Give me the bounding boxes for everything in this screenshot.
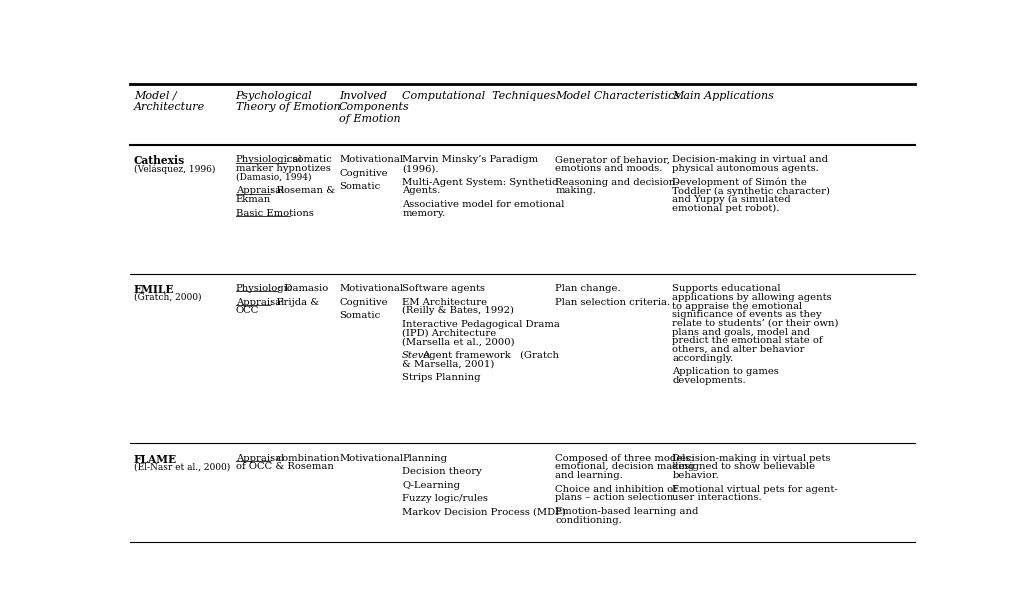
Text: Markov Decision Process (MDP): Markov Decision Process (MDP) xyxy=(403,508,567,517)
Text: Physiologic: Physiologic xyxy=(235,284,293,293)
Text: Toddler (a synthetic character): Toddler (a synthetic character) xyxy=(673,187,830,195)
Text: Composed of three models:: Composed of three models: xyxy=(555,453,694,463)
Text: Cathexis: Cathexis xyxy=(133,155,184,166)
Text: of OCC & Roseman: of OCC & Roseman xyxy=(235,463,333,471)
Text: (IPD) Architecture: (IPD) Architecture xyxy=(403,329,496,338)
Text: marker hypnotizes: marker hypnotizes xyxy=(235,164,330,173)
Text: Involved
Components
of Emotion: Involved Components of Emotion xyxy=(339,91,410,124)
Text: and Yuppy (a simulated: and Yuppy (a simulated xyxy=(673,195,791,204)
Text: plans – action selection.: plans – action selection. xyxy=(555,493,677,502)
Text: accordingly.: accordingly. xyxy=(673,354,734,363)
Text: Cognitive: Cognitive xyxy=(339,169,387,178)
Text: Model Characteristics: Model Characteristics xyxy=(555,91,681,101)
Text: physical autonomous agents.: physical autonomous agents. xyxy=(673,164,819,173)
Text: OCC: OCC xyxy=(235,307,259,315)
Text: Plan selection criteria.: Plan selection criteria. xyxy=(555,297,671,307)
Text: Basic Emotions: Basic Emotions xyxy=(235,209,314,218)
Text: and learning.: and learning. xyxy=(555,471,624,480)
Text: Application to games: Application to games xyxy=(673,367,780,376)
Text: Decision-making in virtual and: Decision-making in virtual and xyxy=(673,155,828,165)
Text: predict the emotional state of: predict the emotional state of xyxy=(673,337,823,345)
Text: plans and goals, model and: plans and goals, model and xyxy=(673,327,810,337)
Text: Motivational: Motivational xyxy=(339,453,404,463)
Text: EM Architecture: EM Architecture xyxy=(403,297,487,307)
Text: Fuzzy logic/rules: Fuzzy logic/rules xyxy=(403,494,488,503)
Text: Cognitive: Cognitive xyxy=(339,297,387,307)
Text: Ekman: Ekman xyxy=(235,195,271,204)
Text: : Roseman &: : Roseman & xyxy=(270,187,335,195)
Text: (Velásquez, 1996): (Velásquez, 1996) xyxy=(133,164,215,174)
Text: Interactive Pedagogical Drama: Interactive Pedagogical Drama xyxy=(403,320,560,329)
Text: Planning: Planning xyxy=(403,453,447,463)
Text: Motivational: Motivational xyxy=(339,284,404,293)
Text: memory.: memory. xyxy=(403,209,445,218)
Text: Agents.: Agents. xyxy=(403,187,440,195)
Text: Computational  Techniques: Computational Techniques xyxy=(403,91,556,101)
Text: Model /
Architecture: Model / Architecture xyxy=(133,91,205,113)
Text: Plan change.: Plan change. xyxy=(555,284,621,293)
Text: Associative model for emotional: Associative model for emotional xyxy=(403,200,565,209)
Text: conditioning.: conditioning. xyxy=(555,516,623,524)
Text: relate to students’ (or their own): relate to students’ (or their own) xyxy=(673,319,839,328)
Text: Multi-Agent System: Synthetic: Multi-Agent System: Synthetic xyxy=(403,177,557,187)
Text: (Damasio, 1994): (Damasio, 1994) xyxy=(235,173,311,182)
Text: others, and alter behavior: others, and alter behavior xyxy=(673,345,805,354)
Text: : Damasio: : Damasio xyxy=(278,284,328,293)
Text: Marvin Minsky’s Paradigm: Marvin Minsky’s Paradigm xyxy=(403,155,538,165)
Text: FLAME: FLAME xyxy=(133,453,177,465)
Text: Supports educational: Supports educational xyxy=(673,284,781,293)
Text: developments.: developments. xyxy=(673,376,746,385)
Text: Appraisal: Appraisal xyxy=(235,453,284,463)
Text: Emotional virtual pets for agent-: Emotional virtual pets for agent- xyxy=(673,485,838,494)
Text: Q-Learning: Q-Learning xyxy=(403,481,461,490)
Text: Development of Simón the: Development of Simón the xyxy=(673,177,807,187)
Text: making.: making. xyxy=(555,187,596,195)
Text: Somatic: Somatic xyxy=(339,311,380,320)
Text: Reasoning and decision-: Reasoning and decision- xyxy=(555,177,679,187)
Text: Decision theory: Decision theory xyxy=(403,467,482,476)
Text: applications by allowing agents: applications by allowing agents xyxy=(673,293,832,302)
Text: emotional pet robot).: emotional pet robot). xyxy=(673,204,780,213)
Text: significance of events as they: significance of events as they xyxy=(673,310,822,319)
Text: user interactions.: user interactions. xyxy=(673,493,762,502)
Text: (Reilly & Bates, 1992): (Reilly & Bates, 1992) xyxy=(403,307,515,315)
Text: to appraise the emotional: to appraise the emotional xyxy=(673,302,802,310)
Text: Generator of behavior,: Generator of behavior, xyxy=(555,155,671,165)
Text: Emotion-based learning and: Emotion-based learning and xyxy=(555,507,699,516)
Text: Psychological
Theory of Emotion: Psychological Theory of Emotion xyxy=(235,91,340,113)
Text: : somatic: : somatic xyxy=(286,155,332,165)
Text: Main Applications: Main Applications xyxy=(673,91,774,101)
Text: designed to show believable: designed to show believable xyxy=(673,463,815,471)
Text: Agent framework   (Gratch: Agent framework (Gratch xyxy=(422,351,558,360)
Text: Decision-making in virtual pets: Decision-making in virtual pets xyxy=(673,453,830,463)
Text: Somatic: Somatic xyxy=(339,182,380,192)
Text: Appraisal: Appraisal xyxy=(235,297,284,307)
Text: Steve: Steve xyxy=(403,351,430,360)
Text: Software agents: Software agents xyxy=(403,284,485,293)
Text: (Marsella et al., 2000): (Marsella et al., 2000) xyxy=(403,337,515,346)
Text: EMILE: EMILE xyxy=(133,284,174,295)
Text: Physiological: Physiological xyxy=(235,155,303,165)
Text: Choice and inhibition of: Choice and inhibition of xyxy=(555,485,678,494)
Text: Appraisal: Appraisal xyxy=(235,187,284,195)
Text: (Gratch, 2000): (Gratch, 2000) xyxy=(133,293,201,302)
Text: (1996).: (1996). xyxy=(403,164,439,173)
Text: (El-Nasr et al., 2000): (El-Nasr et al., 2000) xyxy=(133,463,230,471)
Text: : combination: : combination xyxy=(270,453,340,463)
Text: emotions and moods.: emotions and moods. xyxy=(555,164,662,173)
Text: Motivational: Motivational xyxy=(339,155,404,165)
Text: behavior.: behavior. xyxy=(673,471,719,480)
Text: : Frijda &: : Frijda & xyxy=(270,297,320,307)
Text: emotional, decision making: emotional, decision making xyxy=(555,463,695,471)
Text: & Marsella, 2001): & Marsella, 2001) xyxy=(403,359,494,368)
Text: Strips Planning: Strips Planning xyxy=(403,373,481,382)
